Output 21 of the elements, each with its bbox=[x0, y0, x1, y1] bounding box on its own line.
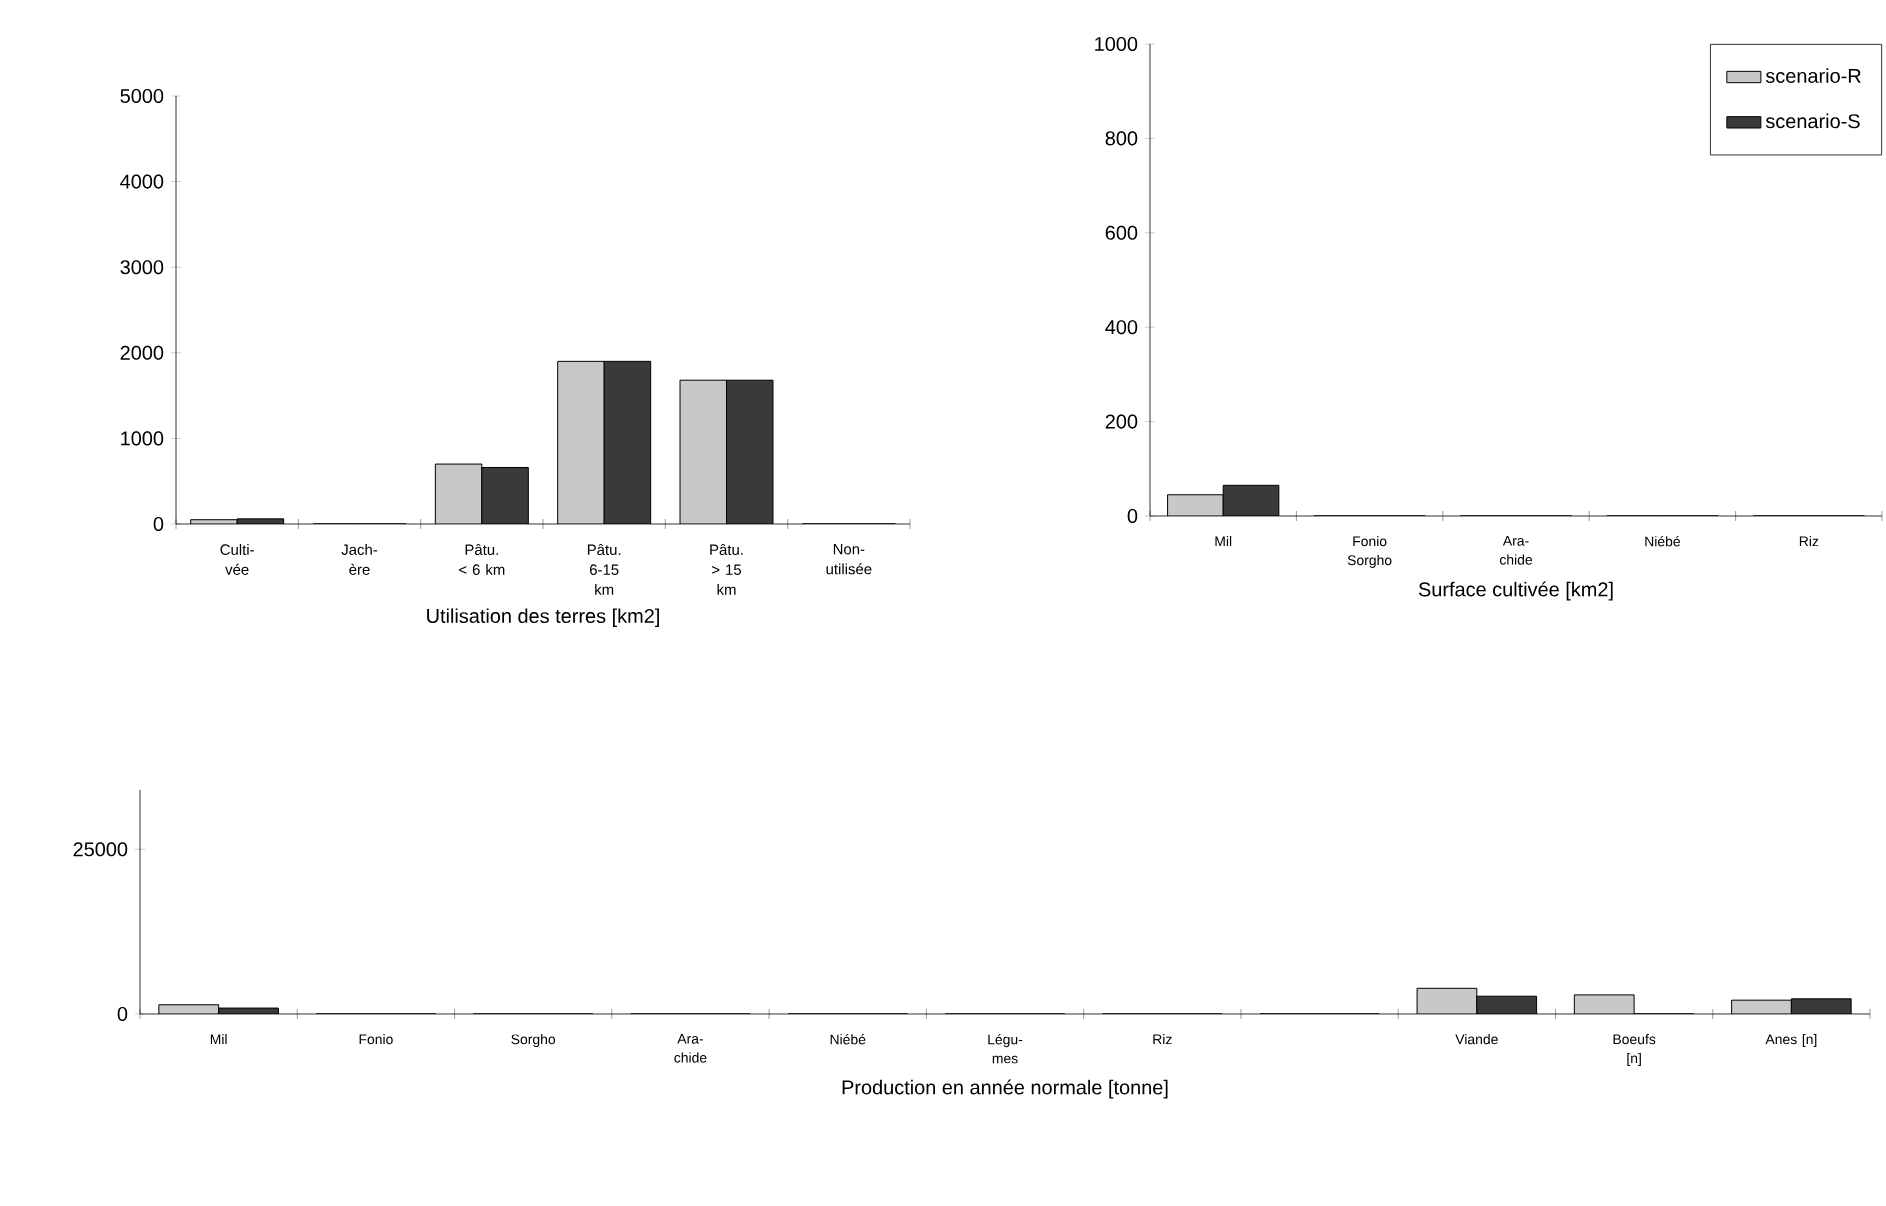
x-axis-title: Surface cultivée [km2] bbox=[1418, 581, 1613, 601]
y-tick-label: 600 bbox=[1105, 225, 1138, 240]
y-tick-label: 5000 bbox=[120, 88, 164, 104]
y-tick-label: 400 bbox=[1105, 320, 1138, 335]
y-tick-label: 800 bbox=[1105, 131, 1138, 146]
bar bbox=[1790, 998, 1852, 1014]
y-tick-label: 1000 bbox=[121, 431, 164, 446]
legend-label: scenario-R bbox=[1765, 68, 1861, 83]
y-tick-label: 0 bbox=[153, 516, 164, 532]
x-axis-title: Utilisation des terres [km2] bbox=[427, 608, 659, 627]
y-tick-label: 0 bbox=[1127, 508, 1138, 524]
y-tick-label: 4000 bbox=[120, 174, 164, 189]
bar bbox=[1417, 988, 1477, 1014]
y-tick-label: 2000 bbox=[120, 345, 164, 360]
y-tick-label: 200 bbox=[1105, 414, 1138, 429]
x-axis-title: Production en année normale [tonne] bbox=[842, 1079, 1168, 1099]
y-tick-label: 0 bbox=[117, 1006, 128, 1022]
y-tick-label: 3000 bbox=[120, 260, 164, 275]
y-tick-label: 1000 bbox=[1095, 36, 1138, 52]
legend-label: scenario-S bbox=[1765, 113, 1860, 129]
y-tick-label: 25000 bbox=[73, 842, 128, 857]
